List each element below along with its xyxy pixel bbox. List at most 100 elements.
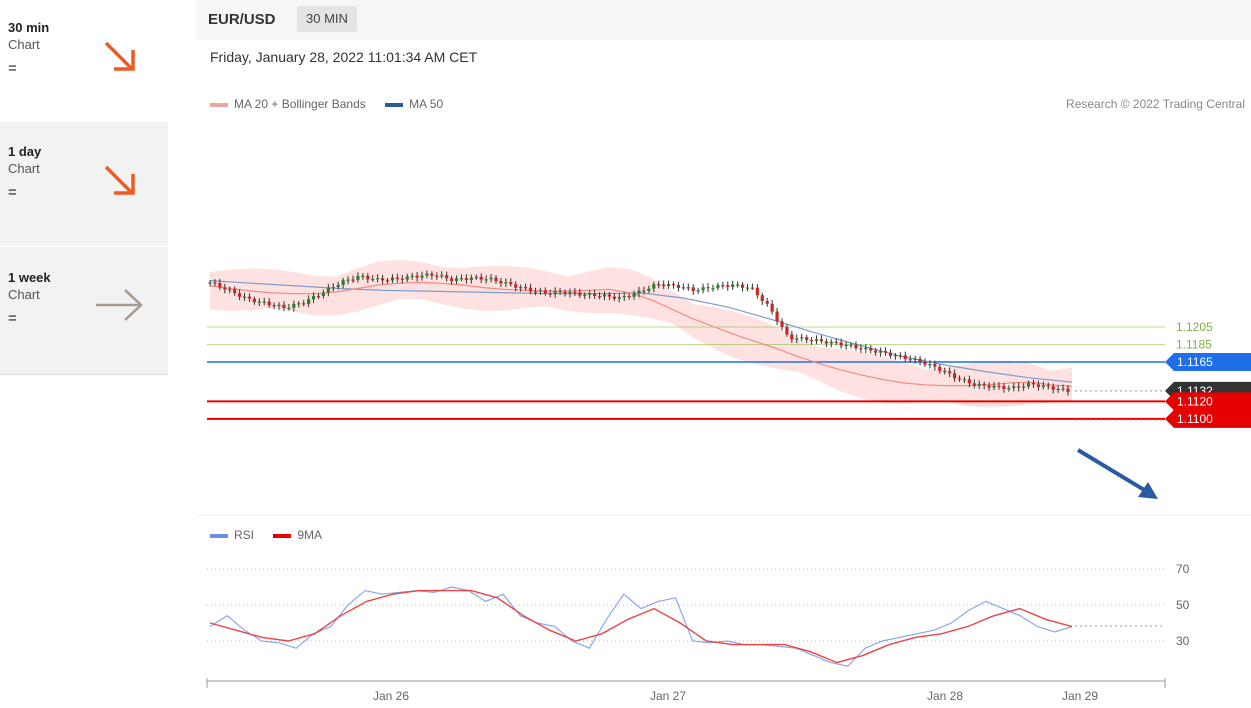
candle-body (854, 344, 858, 349)
candle-body (652, 284, 656, 289)
candle-body (1066, 388, 1070, 392)
candles (208, 270, 1070, 396)
candle-body (612, 296, 616, 299)
candle-body (819, 339, 824, 342)
candle-body (380, 278, 385, 281)
candle-body (385, 280, 390, 282)
legend-rsi: RSI (210, 528, 254, 542)
candle-body (726, 285, 730, 287)
rsi-ma-line (209, 589, 1073, 664)
candle-body (548, 293, 552, 295)
candle-body (267, 301, 271, 306)
candle-body (918, 358, 922, 363)
candle-body (1007, 388, 1011, 390)
candle-body (617, 297, 621, 299)
candle-body (805, 337, 809, 341)
candle-body (228, 289, 232, 291)
candle-body (479, 276, 483, 280)
candle-body (770, 303, 774, 312)
candle-body (903, 355, 907, 360)
candle-body (977, 383, 981, 386)
timeframe-badge[interactable]: 30 MIN (297, 6, 357, 32)
candle-body (642, 290, 646, 292)
candle-body (445, 275, 449, 279)
candle-body (307, 299, 311, 304)
candle-body (223, 287, 227, 290)
candle-body (390, 277, 395, 281)
candle-body (533, 291, 538, 293)
candle-body (509, 282, 513, 285)
candle-body (844, 344, 848, 347)
candle-body (440, 275, 444, 277)
candle-body (908, 359, 912, 361)
candle-body (1041, 385, 1045, 387)
candle-body (627, 295, 631, 298)
rsi-scale-label: 70 (1176, 562, 1190, 576)
candle-body (849, 344, 853, 346)
candle-body (523, 287, 528, 289)
candle-body (208, 282, 212, 284)
candle-body (504, 282, 508, 284)
candle-body (410, 275, 414, 277)
candle-body (721, 285, 725, 287)
candle-body (336, 284, 340, 288)
candle-body (967, 379, 971, 384)
candle-body (883, 351, 888, 353)
timeframe-name: 1 day (8, 144, 42, 159)
candle-body (982, 383, 986, 386)
rsi-scale-label: 50 (1176, 598, 1190, 612)
candle-body (425, 273, 429, 276)
candle-body (676, 284, 681, 288)
candle-body (563, 291, 567, 294)
candle-body (247, 296, 252, 299)
timeframe-1week[interactable]: 1 week Chart = (0, 247, 168, 374)
candle-body (795, 338, 799, 340)
timeframe-sub: Chart (8, 37, 40, 52)
candle-body (1022, 386, 1026, 388)
candle-body (553, 291, 557, 294)
candle-body (302, 303, 306, 305)
candle-body (785, 326, 789, 335)
candle-body (622, 295, 626, 298)
timeframe-30min[interactable]: 30 min Chart = (0, 0, 168, 122)
candle-body (602, 294, 607, 297)
timeframe-name: 1 week (8, 270, 51, 285)
forecast-arrow-shaft (1076, 448, 1148, 493)
candle-body (326, 287, 330, 293)
legend-rsi-ma-label: 9MA (297, 528, 323, 542)
candle-body (1017, 386, 1021, 388)
candle-body (454, 278, 459, 281)
candle-body (558, 291, 562, 293)
level-label: 1.1185 (1176, 338, 1212, 352)
candle-body (420, 275, 424, 278)
candle-body (711, 288, 715, 290)
timeframe-1day[interactable]: 1 day Chart = (0, 122, 168, 246)
candle-body (489, 277, 493, 280)
candle-body (957, 378, 962, 380)
x-axis-label: Jan 28 (927, 689, 963, 703)
candle-body (316, 295, 321, 298)
candle-body (297, 303, 301, 305)
legend-ma50: MA 50 (385, 97, 443, 111)
candle-body (484, 279, 488, 281)
candle-body (376, 278, 380, 280)
candle-body (237, 293, 242, 297)
candle-body (1051, 386, 1055, 390)
candle-body (361, 275, 365, 278)
candle-body (666, 284, 671, 287)
candle-body (637, 290, 641, 294)
candle-body (213, 282, 217, 284)
candle-body (1026, 382, 1031, 387)
candle-body (824, 341, 828, 344)
candle-body (671, 284, 676, 286)
candle-body (829, 341, 833, 344)
candle-body (987, 385, 991, 388)
candle-body (469, 277, 473, 280)
candle-body (499, 281, 503, 284)
candle-body (415, 275, 419, 278)
candle-body (543, 290, 547, 294)
candle-body (952, 373, 957, 379)
candle-body (400, 278, 404, 280)
candle-body (1002, 385, 1006, 389)
candle-body (745, 287, 750, 289)
